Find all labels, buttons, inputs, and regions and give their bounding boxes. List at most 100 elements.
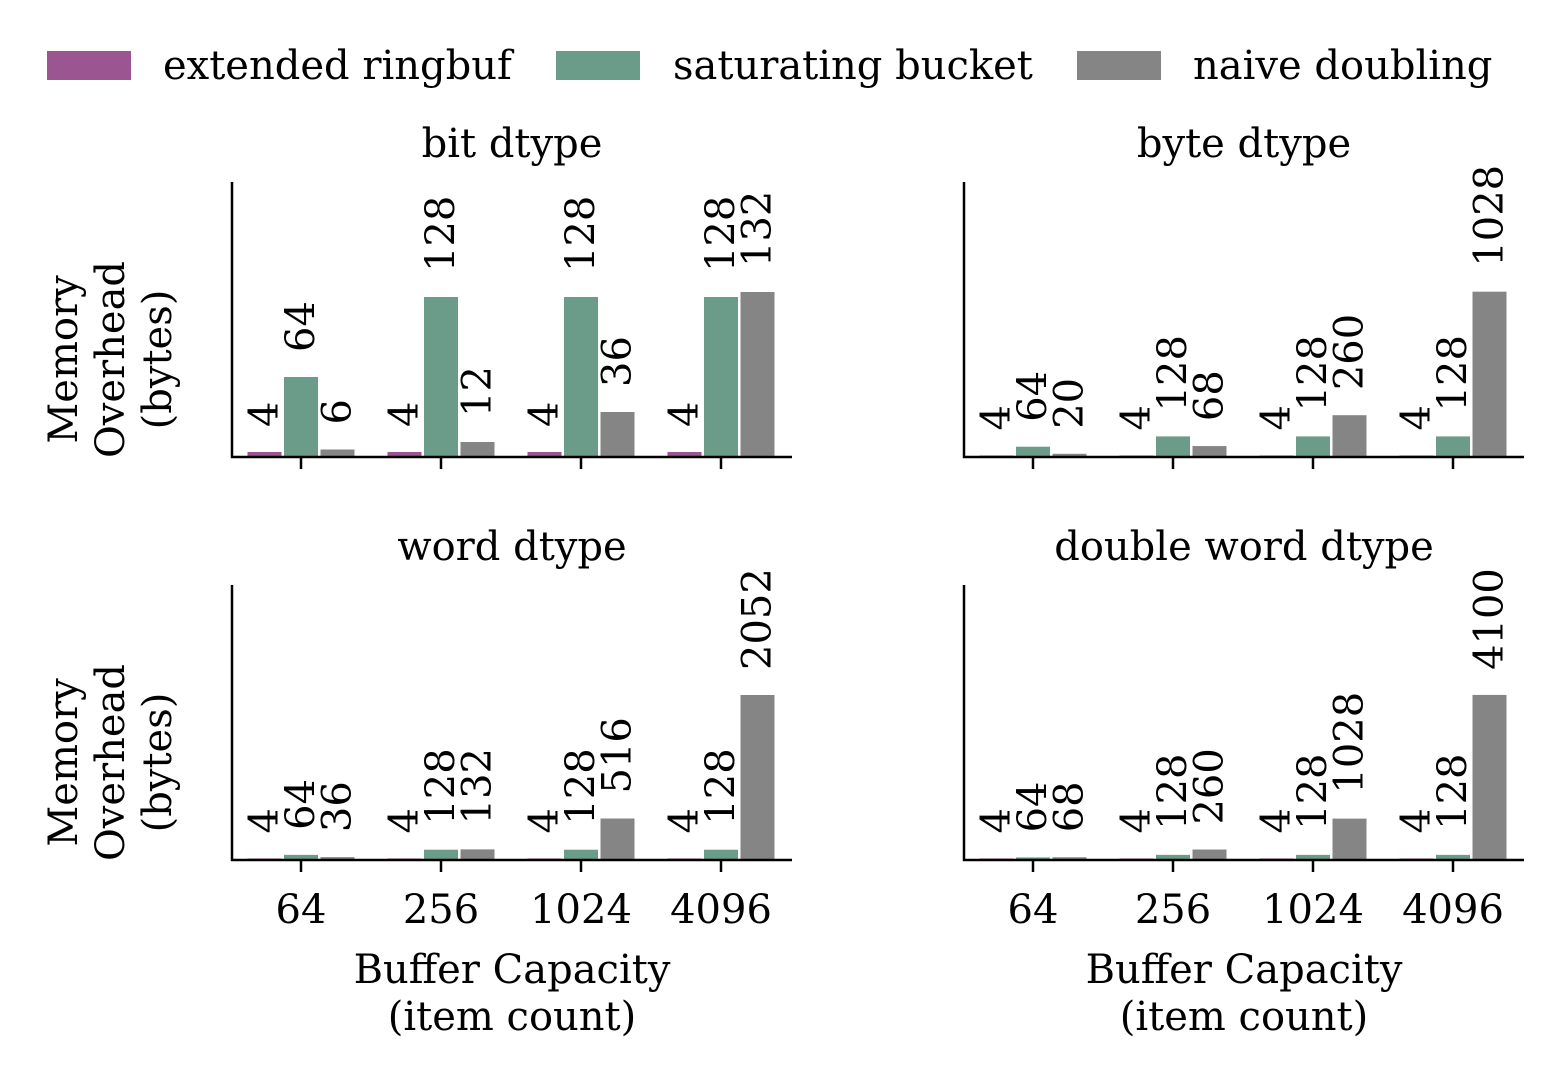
bar-label-extended-ringbuf-256: 4 [382,808,428,833]
bar-label-extended-ringbuf-4096: 4 [662,402,708,427]
bar-saturating-bucket-256 [1156,854,1190,860]
bar-label-naive-doubling-256: 260 [1187,748,1233,824]
bar-label-extended-ringbuf-1024: 4 [522,808,568,833]
bar-naive-doubling-1024 [1332,818,1367,860]
legend-swatch-saturating-bucket [556,51,640,80]
x-axis-label-line: Buffer Capacity [354,947,671,993]
x-tick-label-4096: 4096 [1402,887,1504,933]
bar-label-saturating-bucket-64: 64 [1010,371,1056,422]
bar-naive-doubling-4096 [740,292,775,457]
y-axis-label-line: Overhead [88,664,134,861]
subplot-title: bit dtype [422,121,603,167]
bar-label-saturating-bucket-4096: 128 [698,748,744,824]
bar-saturating-bucket-1024 [564,297,598,457]
x-tick-label-256: 256 [1135,887,1211,933]
bar-label-naive-doubling-256: 68 [1187,370,1233,421]
y-axis-label: MemoryOverhead(bytes) [41,664,181,861]
bar-naive-doubling-256 [460,442,495,457]
bar-label-extended-ringbuf-256: 4 [1114,405,1160,430]
x-axis-label-line: (item count) [1120,994,1368,1040]
bar-saturating-bucket-4096 [1436,436,1470,457]
bar-label-extended-ringbuf-4096: 4 [1394,808,1440,833]
bar-extended-ringbuf-1024 [527,452,562,457]
bar-label-saturating-bucket-256: 128 [1150,753,1196,829]
bar-label-saturating-bucket-1024: 128 [558,748,604,824]
bar-label-saturating-bucket-256: 128 [418,748,464,824]
bar-label-saturating-bucket-256: 128 [418,196,464,272]
bar-label-naive-doubling-256: 12 [455,366,501,417]
bar-label-saturating-bucket-1024: 128 [1290,753,1336,829]
bar-saturating-bucket-64 [284,854,318,860]
bar-label-naive-doubling-4096: 4100 [1467,568,1513,670]
x-tick-label-64: 64 [276,887,327,933]
bar-label-naive-doubling-4096: 132 [735,191,781,267]
bar-saturating-bucket-1024 [1296,436,1330,457]
bar-naive-doubling-64 [320,449,355,457]
bar-saturating-bucket-4096 [704,849,738,860]
y-axis-label-line: (bytes) [135,290,181,430]
subplot-title: double word dtype [1054,524,1434,570]
bar-saturating-bucket-64 [1016,857,1050,860]
bar-saturating-bucket-4096 [704,297,738,457]
x-axis-label-line: Buffer Capacity [1086,947,1403,993]
bar-label-extended-ringbuf-1024: 4 [1254,405,1300,430]
legend: extended ringbuf saturating bucket naive d… [47,43,1492,89]
bar-label-naive-doubling-1024: 36 [595,336,641,387]
bar-saturating-bucket-4096 [1436,854,1470,860]
bar-label-extended-ringbuf-64: 4 [242,808,288,833]
bar-label-naive-doubling-64: 20 [1047,378,1093,429]
bar-label-naive-doubling-256: 132 [455,748,501,824]
bar-label-naive-doubling-1024: 516 [595,717,641,793]
bar-label-saturating-bucket-64: 64 [278,779,324,830]
x-tick-label-256: 256 [403,887,479,933]
x-axis-label-line: (item count) [388,994,636,1040]
bar-extended-ringbuf-4096 [667,452,702,457]
bar-label-saturating-bucket-64: 64 [1010,782,1056,833]
bar-label-naive-doubling-64: 68 [1047,781,1093,832]
bar-label-extended-ringbuf-4096: 4 [662,808,708,833]
bar-label-extended-ringbuf-64: 4 [974,808,1020,833]
subplot-title: byte dtype [1137,121,1351,167]
subplot-word-dtype: word dtype464366441281322564128516102441… [41,524,792,1040]
legend-swatch-extended-ringbuf [47,51,131,80]
bar-label-extended-ringbuf-4096: 4 [1394,405,1440,430]
bar-label-saturating-bucket-1024: 128 [558,196,604,272]
bar-label-naive-doubling-64: 6 [315,399,361,424]
bar-naive-doubling-1024 [600,818,635,860]
bar-naive-doubling-4096 [1472,694,1507,860]
subplot-title: word dtype [397,524,626,570]
bar-naive-doubling-256 [460,849,495,860]
y-axis-label-line: Memory [41,678,87,847]
bar-naive-doubling-256 [1192,446,1227,457]
bar-label-extended-ringbuf-1024: 4 [522,402,568,427]
bar-label-saturating-bucket-1024: 128 [1290,335,1336,411]
bar-extended-ringbuf-256 [387,452,422,457]
bar-extended-ringbuf-64 [247,452,282,457]
bar-label-saturating-bucket-4096: 128 [698,196,744,272]
bar-label-naive-doubling-4096: 2052 [735,568,781,670]
x-axis-label: Buffer Capacity (item count) [354,947,671,1040]
bar-label-extended-ringbuf-256: 4 [382,402,428,427]
x-tick-label-1024: 1024 [1262,887,1364,933]
bar-label-saturating-bucket-256: 128 [1150,335,1196,411]
x-tick-label-1024: 1024 [530,887,632,933]
bar-naive-doubling-64 [320,857,355,860]
subplot-double-word-dtype: double word dtype46468644128260256412810… [962,524,1524,1040]
x-axis-label: Buffer Capacity (item count) [1086,947,1403,1040]
bar-naive-doubling-4096 [1472,291,1507,457]
bar-label-naive-doubling-4096: 1028 [1467,165,1513,267]
legend-label-naive-doubling: naive doubling [1193,43,1492,89]
bar-label-saturating-bucket-64: 64 [278,301,324,352]
bar-naive-doubling-1024 [600,412,635,457]
y-axis-label-line: Memory [41,275,87,444]
legend-label-extended-ringbuf: extended ringbuf [163,43,515,89]
bar-saturating-bucket-64 [1016,446,1050,457]
bar-label-extended-ringbuf-1024: 4 [1254,808,1300,833]
bar-saturating-bucket-256 [424,849,458,860]
bar-label-naive-doubling-1024: 260 [1327,314,1373,390]
legend-swatch-naive-doubling [1077,51,1161,80]
bar-label-extended-ringbuf-256: 4 [1114,808,1160,833]
